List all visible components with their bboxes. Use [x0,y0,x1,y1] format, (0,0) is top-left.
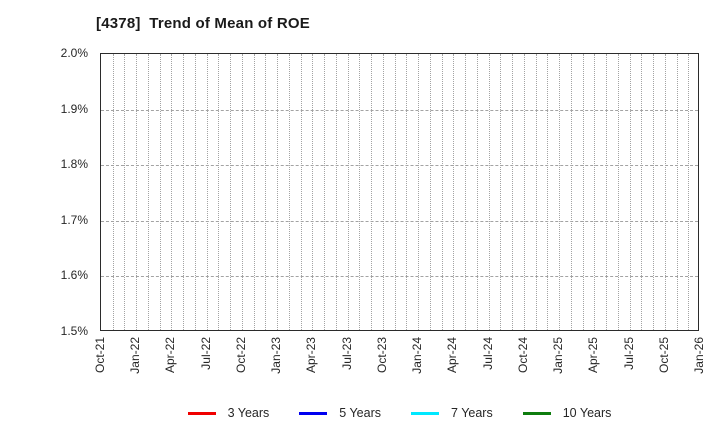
y-tick-label: 1.6% [60,268,88,283]
vertical-gridline [230,54,232,330]
horizontal-gridline [101,165,698,167]
legend-label: 10 Years [562,406,612,420]
vertical-gridline [159,54,161,330]
vertical-gridline [429,54,431,330]
x-tick-label: Jan-24 [410,337,425,374]
vertical-gridline [206,54,208,330]
vertical-gridline [465,54,467,330]
vertical-gridline [241,54,243,330]
vertical-gridline [359,54,361,330]
vertical-gridline [512,54,514,330]
vertical-gridline [288,54,290,330]
x-tick-label: Apr-24 [445,337,460,374]
vertical-gridline [394,54,396,330]
vertical-gridline [277,54,279,330]
legend-label: 7 Years [451,406,493,420]
legend-line-swatch [299,411,328,415]
vertical-gridline [535,54,537,330]
legend-item-7-years: 7 Years [411,406,493,420]
vertical-gridline [183,54,185,330]
vertical-gridline [194,54,196,330]
vertical-gridline [406,54,408,330]
vertical-gridline [253,54,255,330]
vertical-gridline [347,54,349,330]
vertical-gridline [488,54,490,330]
vertical-gridline [124,54,126,330]
vertical-gridline [265,54,267,330]
vertical-gridline [441,54,443,330]
vertical-gridline [147,54,149,330]
vertical-gridline [570,54,572,330]
x-tick-label: Jul-22 [198,337,213,370]
y-tick-label: 1.8% [60,157,88,172]
y-tick-label: 1.5% [60,324,88,338]
vertical-gridline [559,54,561,330]
x-tick-label: Oct-22 [233,337,248,374]
vertical-gridline [312,54,314,330]
vertical-gridline [112,54,114,330]
vertical-gridline [547,54,549,330]
x-tick-label: Jan-22 [128,337,143,374]
x-tick-label: Jan-25 [551,337,566,374]
y-tick-label: 2.0% [60,46,88,60]
vertical-gridline [335,54,337,330]
vertical-gridline [617,54,619,330]
legend-label: 5 Years [339,406,382,420]
legend: 3 Years 5 Years 7 Years 10 Years [100,402,699,424]
vertical-gridline [629,54,631,330]
vertical-gridline [453,54,455,330]
x-tick-label: Jan-26 [692,337,706,374]
vertical-gridline [688,54,690,330]
vertical-gridline [418,54,420,330]
legend-line-swatch [522,411,551,415]
x-tick-label: Oct-24 [515,337,530,374]
vertical-gridline [171,54,173,330]
vertical-gridline [653,54,655,330]
x-tick-label: Apr-23 [304,337,319,374]
legend-line-swatch [187,411,216,415]
horizontal-gridline [101,220,698,222]
plot-area [100,53,699,331]
chart-title: [4378] Trend of Mean of ROE [96,15,310,32]
vertical-gridline [606,54,608,330]
x-tick-label: Apr-25 [586,337,601,374]
horizontal-gridline [101,109,698,111]
x-tick-label: Oct-21 [93,337,107,374]
vertical-gridline [641,54,643,330]
x-tick-label: Jul-23 [339,337,354,370]
legend-line-swatch [411,411,440,415]
horizontal-gridline [101,276,698,278]
vertical-gridline [371,54,373,330]
vertical-gridline [676,54,678,330]
vertical-gridline [664,54,666,330]
vertical-gridline [218,54,220,330]
x-tick-label: Jul-25 [621,337,636,370]
y-tick-label: 1.9% [60,101,88,116]
x-tick-label: Apr-22 [163,337,178,374]
vertical-gridline [324,54,326,330]
vertical-gridline [582,54,584,330]
x-tick-label: Oct-23 [374,337,389,374]
x-tick-label: Oct-25 [656,337,671,374]
legend-label: 3 Years [227,406,270,420]
vertical-gridline [136,54,138,330]
x-tick-label: Jul-24 [480,337,495,370]
legend-item-5-years: 5 Years [299,406,381,420]
legend-item-3-years: 3 Years [187,406,270,420]
y-tick-label: 1.7% [60,212,88,227]
vertical-gridline [300,54,302,330]
vertical-gridline [382,54,384,330]
legend-item-10-years: 10 Years [522,406,612,420]
vertical-gridline [523,54,525,330]
x-tick-label: Jan-23 [269,337,284,374]
vertical-gridline [594,54,596,330]
vertical-gridline [500,54,502,330]
vertical-gridline [476,54,478,330]
